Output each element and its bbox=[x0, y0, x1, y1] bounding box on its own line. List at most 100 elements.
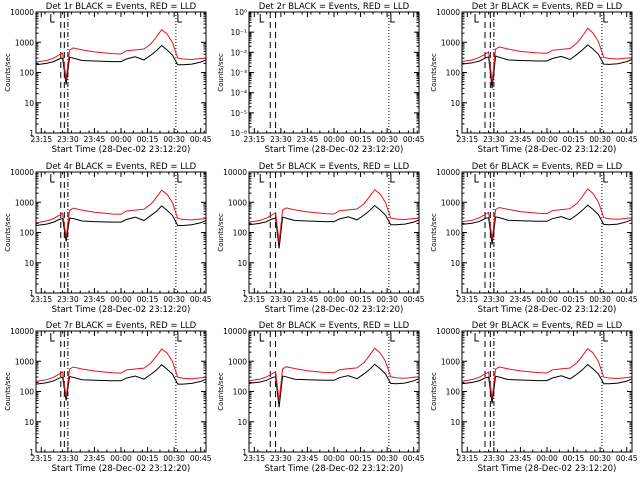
x-tick-label: 00:15 bbox=[137, 135, 159, 144]
y-tick-label: 10⁻³ bbox=[230, 69, 247, 78]
lld-rate-line bbox=[35, 28, 207, 80]
x-axis-label: Start Time (28-Dec-02 23:12:20) bbox=[265, 464, 404, 474]
x-tick-label: 00:00 bbox=[110, 454, 132, 463]
interval-flag bbox=[50, 333, 55, 342]
x-tick-label: 23:30 bbox=[57, 454, 79, 463]
x-tick-label: 00:00 bbox=[323, 135, 345, 144]
y-tick-label: 1000 bbox=[15, 357, 34, 366]
plot-frame bbox=[35, 171, 207, 294]
x-axis-label: Start Time (28-Dec-02 23:12:20) bbox=[52, 305, 191, 315]
y-axis-label: Counts/sec bbox=[217, 53, 225, 92]
events-rate-line bbox=[248, 363, 420, 408]
x-tick-label: 00:45 bbox=[403, 135, 425, 144]
x-tick-label: 23:45 bbox=[297, 135, 319, 144]
x-axis-label: Start Time (28-Dec-02 23:12:20) bbox=[52, 464, 191, 474]
interval-flag bbox=[177, 14, 182, 23]
x-tick-label: 23:30 bbox=[57, 135, 79, 144]
y-axis-label: Counts/sec bbox=[4, 372, 12, 411]
y-tick-label: 10000 bbox=[223, 168, 247, 177]
x-axis-label: Start Time (28-Dec-02 23:12:20) bbox=[478, 305, 617, 315]
interval-flag bbox=[259, 14, 265, 23]
interval-flag bbox=[259, 333, 265, 342]
panel-title: Det 9r BLACK = Events, RED = LLD bbox=[472, 321, 623, 331]
x-tick-label: 23:15 bbox=[457, 454, 479, 463]
x-tick-label: 00:15 bbox=[563, 135, 585, 144]
y-tick-label: 10 bbox=[450, 99, 460, 108]
y-tick-label: 100 bbox=[233, 229, 248, 238]
y-tick-label: 1 bbox=[29, 289, 34, 298]
y-axis-label: Counts/sec bbox=[430, 372, 438, 411]
plot-frame bbox=[35, 330, 207, 453]
y-tick-label: 1 bbox=[455, 289, 460, 298]
x-tick-label: 23:15 bbox=[244, 295, 266, 304]
x-tick-label: 23:15 bbox=[31, 454, 53, 463]
x-tick-label: 23:45 bbox=[510, 295, 532, 304]
y-tick-label: 10000 bbox=[436, 168, 460, 177]
y-tick-label: 10⁰ bbox=[234, 8, 247, 17]
x-tick-label: 00:45 bbox=[616, 295, 638, 304]
interval-flag bbox=[177, 333, 182, 342]
detector-panel: Det 7r BLACK = Events, RED = LLD Counts/s… bbox=[4, 321, 212, 474]
x-tick-label: 00:15 bbox=[137, 454, 159, 463]
y-tick-label: 1000 bbox=[15, 38, 34, 47]
y-tick-label: 10000 bbox=[10, 327, 34, 336]
y-tick-label: 10 bbox=[237, 259, 247, 268]
y-tick-label: 1000 bbox=[441, 38, 460, 47]
x-tick-label: 23:15 bbox=[244, 454, 266, 463]
panel-title: Det 5r BLACK = Events, RED = LLD bbox=[259, 162, 410, 172]
plot-frame bbox=[35, 11, 207, 134]
x-tick-label: 00:45 bbox=[190, 454, 212, 463]
y-tick-label: 10 bbox=[450, 418, 460, 427]
y-tick-label: 10⁻⁴ bbox=[230, 89, 247, 98]
interval-flag bbox=[390, 14, 395, 23]
x-tick-label: 23:15 bbox=[457, 295, 479, 304]
plot-frame bbox=[248, 11, 420, 134]
plot-frame bbox=[248, 171, 420, 294]
x-tick-label: 00:30 bbox=[163, 454, 185, 463]
x-tick-label: 00:00 bbox=[110, 295, 132, 304]
x-tick-label: 00:00 bbox=[536, 135, 558, 144]
events-rate-line bbox=[461, 363, 633, 404]
panel-title: Det 6r BLACK = Events, RED = LLD bbox=[472, 162, 623, 172]
y-tick-label: 1000 bbox=[228, 357, 247, 366]
x-tick-label: 00:45 bbox=[190, 135, 212, 144]
y-axis-label: Counts/sec bbox=[217, 213, 225, 252]
y-tick-label: 100 bbox=[20, 388, 35, 397]
x-tick-label: 00:45 bbox=[190, 295, 212, 304]
x-tick-label: 00:15 bbox=[350, 295, 372, 304]
y-axis-label: Counts/sec bbox=[430, 53, 438, 92]
interval-flag bbox=[603, 14, 608, 23]
lld-rate-line bbox=[248, 188, 420, 242]
x-axis-label: Start Time (28-Dec-02 23:12:20) bbox=[265, 305, 404, 315]
x-tick-label: 00:00 bbox=[536, 454, 558, 463]
interval-flag bbox=[603, 174, 608, 183]
interval-flag bbox=[50, 174, 55, 183]
x-tick-label: 00:15 bbox=[137, 295, 159, 304]
x-tick-label: 23:45 bbox=[510, 454, 532, 463]
panel-title: Det 7r BLACK = Events, RED = LLD bbox=[46, 321, 197, 331]
lld-rate-line bbox=[461, 27, 633, 82]
detector-panel: Det 9r BLACK = Events, RED = LLD Counts/s… bbox=[430, 321, 638, 474]
lld-rate-line bbox=[248, 347, 420, 401]
panel-title: Det 4r BLACK = Events, RED = LLD bbox=[46, 162, 197, 172]
detector-panel: Det 2r BLACK = Events, RED = LLD Counts/s… bbox=[217, 2, 425, 155]
x-tick-label: 00:30 bbox=[376, 135, 398, 144]
detector-panel: Det 6r BLACK = Events, RED = LLD Counts/s… bbox=[430, 162, 638, 315]
events-rate-line bbox=[35, 205, 207, 242]
events-rate-line bbox=[461, 44, 633, 89]
y-tick-label: 1 bbox=[29, 129, 34, 138]
x-tick-label: 00:00 bbox=[536, 295, 558, 304]
plot-frame bbox=[461, 171, 633, 294]
x-tick-label: 23:45 bbox=[84, 295, 106, 304]
plot-frame bbox=[461, 330, 633, 453]
x-tick-label: 00:30 bbox=[163, 135, 185, 144]
x-tick-label: 23:45 bbox=[84, 135, 106, 144]
x-tick-label: 00:45 bbox=[403, 295, 425, 304]
x-axis-label: Start Time (28-Dec-02 23:12:20) bbox=[478, 145, 617, 155]
y-axis-label: Counts/sec bbox=[4, 213, 12, 252]
x-tick-label: 00:30 bbox=[589, 295, 611, 304]
y-tick-label: 10000 bbox=[223, 327, 247, 336]
interval-flag bbox=[259, 174, 265, 183]
panel-title: Det 1r BLACK = Events, RED = LLD bbox=[46, 2, 197, 12]
x-tick-label: 23:15 bbox=[244, 135, 266, 144]
